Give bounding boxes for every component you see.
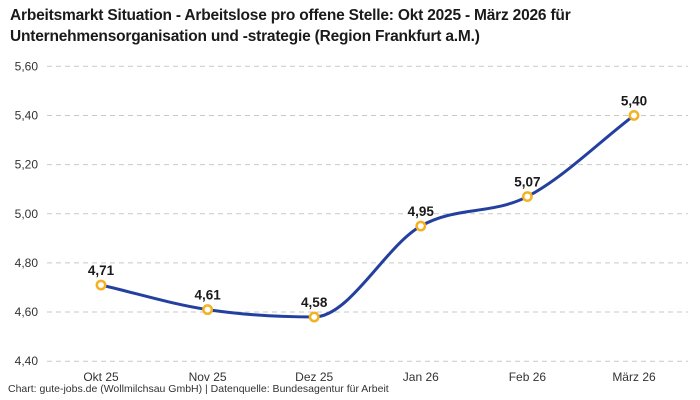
y-tick-label: 5,00 <box>15 207 39 221</box>
value-label: 4,61 <box>194 288 221 303</box>
x-tick-label: März 26 <box>612 370 656 384</box>
y-tick-label: 5,20 <box>15 158 39 172</box>
chart-title-line2: Unternehmensorganisation und -strategie … <box>10 28 480 45</box>
value-label: 4,95 <box>408 204 435 219</box>
data-point-marker <box>521 191 533 202</box>
data-point-marker <box>202 304 214 316</box>
y-tick-label: 4,80 <box>15 256 39 270</box>
value-label: 5,07 <box>514 175 540 190</box>
x-tick-label: Okt 25 <box>83 370 119 384</box>
y-tick-label: 5,60 <box>15 59 39 73</box>
footer-credit: Chart: gute-jobs.de (Wollmilchsau GmbH) … <box>8 383 389 395</box>
x-tick-label: Jan 26 <box>403 370 439 384</box>
data-point-marker <box>95 279 107 291</box>
chart-title: Arbeitsmarkt Situation - Arbeitslose pro… <box>10 5 682 47</box>
x-tick-label: Nov 25 <box>189 370 227 384</box>
value-label: 4,71 <box>88 263 115 278</box>
x-tick-label: Feb 26 <box>509 370 547 384</box>
y-tick-label: 4,60 <box>15 305 39 319</box>
y-tick-label: 5,40 <box>15 108 39 122</box>
chart-title-line1: Arbeitsmarkt Situation - Arbeitslose pro… <box>10 7 571 24</box>
y-tick-label: 4,40 <box>15 354 39 368</box>
x-tick-label: Dez 25 <box>295 370 333 384</box>
value-label: 5,40 <box>621 93 647 108</box>
data-point-marker <box>628 110 640 121</box>
data-point-marker <box>415 220 427 232</box>
trend-line <box>99 113 636 319</box>
data-point-marker <box>308 311 320 323</box>
value-label: 4,58 <box>301 295 328 310</box>
